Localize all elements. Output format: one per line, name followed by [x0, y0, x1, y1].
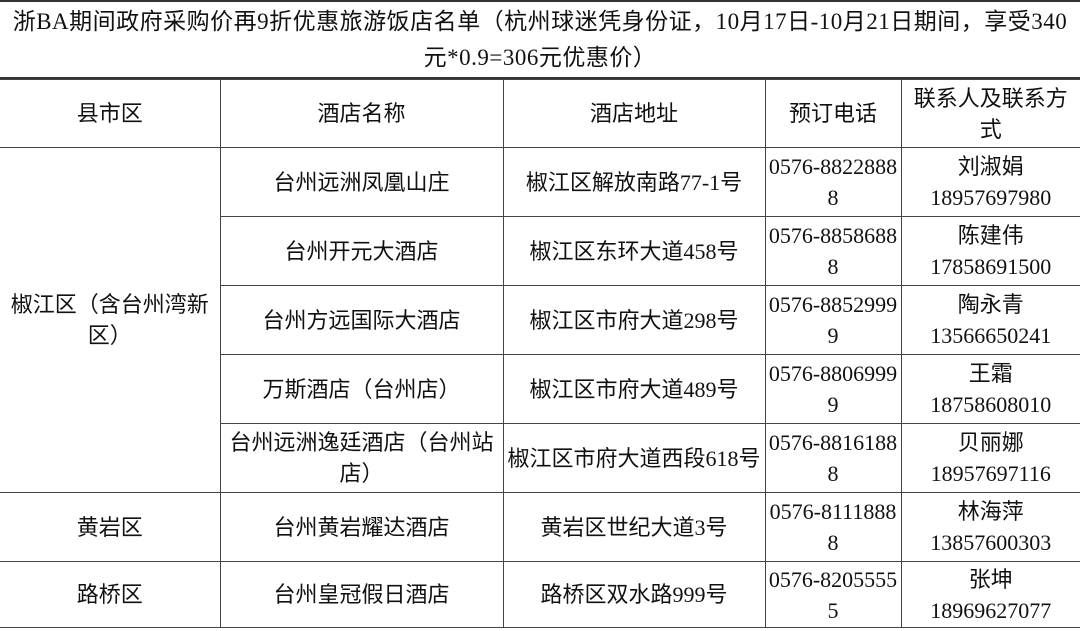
address-cell: 椒江区解放南路77-1号: [502, 147, 766, 217]
contact-mobile: 18758608010: [930, 392, 1052, 417]
contact-name: 陶永青: [957, 292, 1024, 317]
contact-name: 刘淑娟: [957, 154, 1024, 179]
table-header-row: 县市区 酒店名称 酒店地址 预订电话 联系人及联系方式: [0, 79, 1080, 148]
table-row: 台州方远国际大酒店 椒江区市府大道298号 0576-88529999 陶永青 1356…: [0, 285, 1080, 355]
phone-cell: 0576-88161888: [764, 423, 902, 493]
contact-cell: 刘淑娟 18957697980: [900, 147, 1080, 217]
address-cell: 椒江区市府大道298号: [502, 285, 766, 355]
header-district: 县市区: [0, 79, 221, 148]
hotel-name-cell: 台州皇冠假日酒店: [219, 561, 504, 628]
hotel-name-cell: 万斯酒店（台州店）: [220, 354, 504, 424]
hotel-name-cell: 台州方远国际大酒店: [220, 285, 504, 355]
contact-name: 王霜: [968, 361, 1013, 386]
address-cell: 椒江区市府大道489号: [502, 354, 766, 424]
phone-cell: 0576-88586888: [764, 216, 902, 286]
contact-name: 张坤: [968, 566, 1013, 592]
table-row: 万斯酒店（台州店） 椒江区市府大道489号 0576-88069999 王霜 18758…: [0, 354, 1080, 424]
contact-name: 贝丽娜: [957, 430, 1024, 455]
phone-cell: 0576-88529999: [764, 285, 902, 355]
address-cell: 黄岩区世纪大道3号: [502, 492, 766, 562]
header-phone: 预订电话: [764, 79, 902, 148]
contact-cell: 林海萍 13857600303: [900, 492, 1080, 562]
address-cell: 椒江区市府大道西段618号: [502, 423, 766, 493]
contact-name: 林海萍: [957, 499, 1024, 524]
hotel-name-cell: 台州开元大酒店: [220, 216, 504, 286]
contact-mobile: 18957697116: [930, 461, 1051, 486]
district-cell: 椒江区（含台州湾新区）: [0, 147, 221, 493]
contact-cell: 贝丽娜 18957697116: [900, 423, 1080, 493]
contact-cell: 陶永青 13566650241: [900, 285, 1080, 355]
district-cell: 路桥区: [0, 561, 221, 628]
contact-cell: 陈建伟 17858691500: [900, 216, 1080, 286]
phone-cell: 0576-88228888: [764, 147, 902, 217]
header-address: 酒店地址: [502, 79, 766, 148]
phone-cell: 0576-82055555: [764, 561, 902, 628]
hotel-name-cell: 台州黄岩耀达酒店: [219, 492, 504, 562]
contact-cell: 王霜 18758608010: [900, 354, 1080, 424]
hotel-table: 县市区 酒店名称 酒店地址 预订电话 联系人及联系方式 椒江区（含台州湾新区）台…: [0, 79, 1080, 628]
district-cell: 黄岩区: [0, 492, 221, 562]
document-title: 浙BA期间政府采购价再9折优惠旅游饭店名单（杭州球迷凭身份证，10月17日-10…: [0, 0, 1080, 79]
table-row: 路桥区 台州皇冠假日酒店 路桥区双水路999号 0576-82055555 张坤 1896…: [0, 561, 1080, 628]
header-hotel-name: 酒店名称: [219, 79, 504, 148]
contact-mobile: 13857600303: [930, 530, 1052, 555]
table-row: 椒江区（含台州湾新区） 台州远洲凤凰山庄 椒江区解放南路77-1号 0576-8822…: [0, 147, 1080, 493]
phone-cell: 0576-81118888: [764, 492, 902, 562]
table-row: 黄岩区 台州黄岩耀达酒店 黄岩区世纪大道3号 0576-81118888 林海萍 1385…: [0, 492, 1080, 562]
hotel-name-cell: 台州远洲凤凰山庄: [219, 147, 504, 217]
table-row: 台州开元大酒店 椒江区东环大道458号 0576-88586888 陈建伟 178586…: [0, 216, 1080, 286]
contact-name: 陈建伟: [957, 223, 1024, 248]
address-cell: 椒江区东环大道458号: [502, 216, 766, 286]
header-contact: 联系人及联系方式: [900, 79, 1080, 148]
contact-mobile: 13566650241: [930, 323, 1052, 348]
contact-cell: 张坤 18969627077: [900, 561, 1080, 628]
hotel-name-cell: 台州远洲逸廷酒店（台州站店）: [220, 423, 504, 493]
contact-mobile: 17858691500: [930, 254, 1052, 279]
phone-cell: 0576-88069999: [764, 354, 902, 424]
table-row: 台州远洲逸廷酒店（台州站店） 椒江区市府大道西段618号 0576-88161888…: [0, 423, 1080, 493]
contact-mobile: 18969627077: [930, 597, 1052, 623]
contact-mobile: 18957697980: [930, 185, 1052, 210]
address-cell: 路桥区双水路999号: [502, 561, 766, 628]
